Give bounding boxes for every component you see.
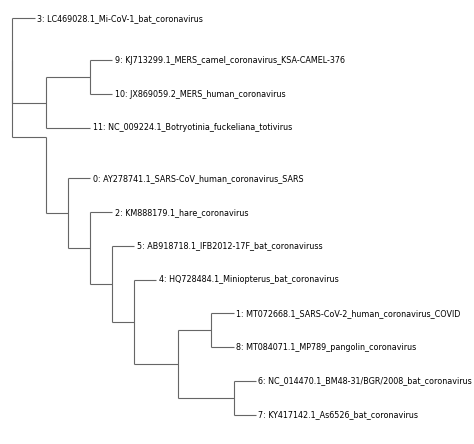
Text: 5: AB918718.1_IFB2012-17F_bat_coronaviruss: 5: AB918718.1_IFB2012-17F_bat_coronaviru… (137, 242, 322, 250)
Text: 3: LC469028.1_Mi-CoV-1_bat_coronavirus: 3: LC469028.1_Mi-CoV-1_bat_coronavirus (37, 14, 203, 23)
Text: 9: KJ713299.1_MERS_camel_coronavirus_KSA-CAMEL-376: 9: KJ713299.1_MERS_camel_coronavirus_KSA… (115, 56, 345, 65)
Text: 11: NC_009224.1_Botryotinia_fuckeliana_totivirus: 11: NC_009224.1_Botryotinia_fuckeliana_t… (92, 123, 292, 132)
Text: 8: MT084071.1_MP789_pangolin_coronavirus: 8: MT084071.1_MP789_pangolin_coronavirus (237, 343, 417, 352)
Text: 0: AY278741.1_SARS-CoV_human_coronavirus_SARS: 0: AY278741.1_SARS-CoV_human_coronavirus… (92, 174, 303, 183)
Text: 1: MT072668.1_SARS-CoV-2_human_coronavirus_COVID: 1: MT072668.1_SARS-CoV-2_human_coronavir… (237, 309, 461, 318)
Text: 10: JX869059.2_MERS_human_coronavirus: 10: JX869059.2_MERS_human_coronavirus (115, 90, 285, 99)
Text: 2: KM888179.1_hare_coronavirus: 2: KM888179.1_hare_coronavirus (115, 208, 248, 217)
Text: 7: KY417142.1_As6526_bat_coronavirus: 7: KY417142.1_As6526_bat_coronavirus (258, 410, 419, 419)
Text: 4: HQ728484.1_Miniopterus_bat_coronavirus: 4: HQ728484.1_Miniopterus_bat_coronaviru… (159, 275, 339, 284)
Text: 6: NC_014470.1_BM48-31/BGR/2008_bat_coronavirus: 6: NC_014470.1_BM48-31/BGR/2008_bat_coro… (258, 377, 472, 385)
